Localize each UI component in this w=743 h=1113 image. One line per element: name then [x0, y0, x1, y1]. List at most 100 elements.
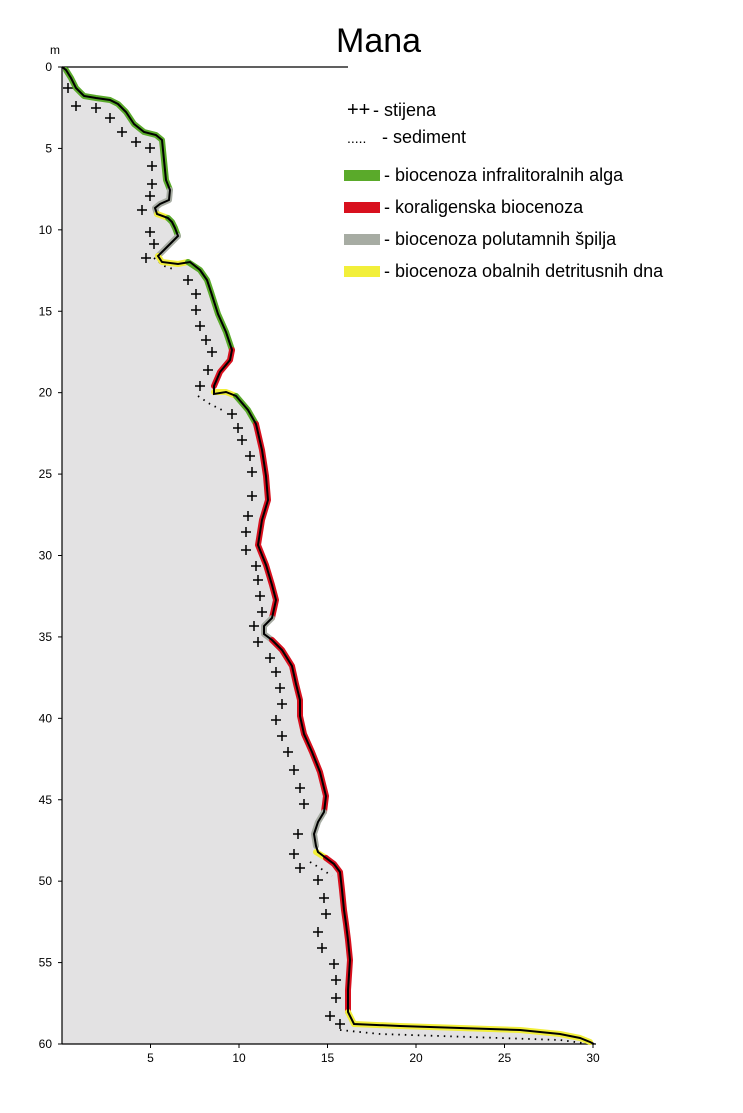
rock-cross: [149, 239, 159, 249]
y-tick-label: 20: [39, 386, 53, 400]
x-tick-label: 30: [586, 1051, 600, 1065]
rock-cross: [227, 409, 237, 419]
rock-cross: [275, 683, 285, 693]
legend-algae-label: - biocenoza infralitoralnih alga: [384, 165, 624, 185]
x-tick-label: 25: [498, 1051, 512, 1065]
rock-cross: [145, 191, 155, 201]
legend-sediment-label: - sediment: [382, 127, 466, 147]
rock-cross: [331, 975, 341, 985]
rock-cross: [299, 799, 309, 809]
rock-cross: [255, 591, 265, 601]
x-axis-ticks: 5 10 15 20 25 30: [147, 1044, 600, 1065]
rock-cross: [241, 545, 251, 555]
rock-cross: [325, 1011, 335, 1021]
y-tick-label: 25: [39, 467, 53, 481]
y-tick-label: 50: [39, 874, 53, 888]
legend-cave-label: - biocenoza polutamnih špilja: [384, 229, 617, 249]
y-tick-label: 45: [39, 793, 53, 807]
rock-cross: [265, 653, 275, 663]
rock-cross: [249, 621, 259, 631]
rock-cross: [283, 747, 293, 757]
rock-cross: [233, 423, 243, 433]
rock-cross: [147, 161, 157, 171]
legend-cave-swatch: [344, 234, 380, 245]
legend-algae-swatch: [344, 170, 380, 181]
rock-cross: [313, 927, 323, 937]
legend-rock-marker: ++: [347, 99, 370, 121]
rock-cross: [293, 829, 303, 839]
rock-cross: [91, 103, 101, 113]
rock-cross: [243, 511, 253, 521]
rock-cross: [251, 561, 261, 571]
x-tick-label: 10: [232, 1051, 246, 1065]
rock-cross: [105, 113, 115, 123]
legend-sediment-marker: .....: [347, 130, 366, 146]
y-tick-label: 0: [45, 60, 52, 74]
rock-cross: [329, 959, 339, 969]
rock-cross: [289, 849, 299, 859]
y-tick-label: 35: [39, 630, 53, 644]
rock-cross: [289, 765, 299, 775]
rock-cross: [191, 305, 201, 315]
y-tick-label: 5: [45, 141, 52, 155]
x-tick-label: 5: [147, 1051, 154, 1065]
legend-detritus-label: - biocenoza obalnih detritusnih dna: [384, 261, 664, 281]
y-tick-label: 15: [39, 304, 53, 318]
rock-cross: [141, 253, 151, 263]
rock-cross: [201, 335, 211, 345]
legend-coral-swatch: [344, 202, 380, 213]
legend-rock-label: - stijena: [373, 100, 437, 120]
rock-cross: [277, 731, 287, 741]
rock-cross: [321, 909, 331, 919]
legend-detritus-swatch: [344, 266, 380, 277]
rock-cross: [313, 875, 323, 885]
rock-cross: [335, 1019, 345, 1029]
x-tick-label: 20: [409, 1051, 423, 1065]
rock-cross: [247, 491, 257, 501]
rock-cross: [131, 137, 141, 147]
rock-cross: [71, 101, 81, 111]
rock-cross: [295, 783, 305, 793]
sediment-dotted-line: [153, 257, 591, 1045]
x-tick-label: 15: [321, 1051, 335, 1065]
legend: ++ - stijena ..... - sediment - biocenoz…: [344, 99, 664, 281]
rock-cross-markers: [63, 83, 345, 1029]
rock-cross: [195, 381, 205, 391]
rock-cross: [319, 893, 329, 903]
rock-cross: [247, 467, 257, 477]
rock-cross: [145, 227, 155, 237]
rock-cross: [253, 637, 263, 647]
rock-cross: [245, 451, 255, 461]
rock-cross: [317, 943, 327, 953]
y-tick-label: 30: [39, 549, 53, 563]
rock-cross: [191, 289, 201, 299]
y-axis-ticks: 0 5 10 15 20 25 30 35 40 45 50 55 60: [39, 60, 62, 1051]
rock-cross: [137, 205, 147, 215]
rock-cross: [195, 321, 205, 331]
y-tick-label: 10: [39, 223, 53, 237]
rock-cross: [331, 993, 341, 1003]
y-tick-label: 60: [39, 1037, 53, 1051]
rock-cross: [241, 527, 251, 537]
seabed-fill: [62, 67, 593, 1044]
rock-cross: [253, 575, 263, 585]
rock-cross: [277, 699, 287, 709]
rock-cross: [183, 275, 193, 285]
rock-cross: [237, 435, 247, 445]
y-tick-label: 40: [39, 711, 53, 725]
rock-cross: [145, 143, 155, 153]
legend-coral-label: - koraligenska biocenoza: [384, 197, 584, 217]
rock-cross: [147, 179, 157, 189]
rock-cross: [295, 863, 305, 873]
rock-cross: [117, 127, 127, 137]
profile-line: [61, 66, 595, 1045]
rock-cross: [271, 667, 281, 677]
rock-cross: [257, 607, 267, 617]
rock-cross: [271, 715, 281, 725]
rock-cross: [203, 365, 213, 375]
rock-cross: [207, 347, 217, 357]
y-unit-label: m: [50, 43, 60, 57]
rock-cross: [63, 83, 73, 93]
y-tick-label: 55: [39, 956, 53, 970]
